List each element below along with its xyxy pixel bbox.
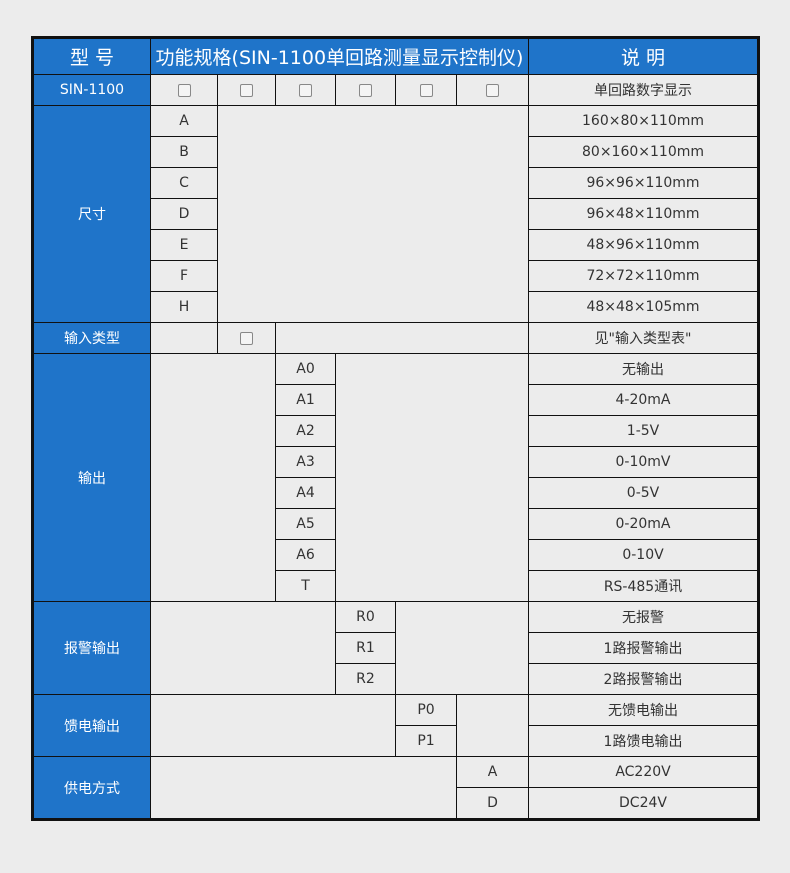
table-row: T RS-485通讯 <box>33 570 760 602</box>
alarm-label: 报警输出 <box>32 601 151 695</box>
table-row: A4 0-5V <box>33 477 760 509</box>
output-desc: 0-20mA <box>528 508 760 540</box>
output-desc: 1-5V <box>528 415 760 447</box>
size-desc: 160×80×110mm <box>528 105 760 137</box>
checkbox-icon <box>359 83 372 97</box>
alarm-desc: 无报警 <box>528 601 760 633</box>
power-label: 供电方式 <box>32 756 151 820</box>
output-desc: 4-20mA <box>528 384 760 416</box>
feed-code: P0 <box>395 694 457 726</box>
output-code: A3 <box>275 446 336 478</box>
output-code: A0 <box>275 353 336 385</box>
table-row: 供电方式 A AC220V <box>32 756 760 820</box>
input-checkbox-cell <box>217 322 276 354</box>
table-row: B 80×160×110mm <box>33 136 760 168</box>
empty-cell <box>334 353 530 602</box>
checkbox-icon <box>240 83 253 97</box>
empty-cell <box>216 105 530 323</box>
output-code: A2 <box>275 415 336 447</box>
table-row: C 96×96×110mm <box>33 167 760 199</box>
size-label: 尺寸 <box>32 105 151 323</box>
model-label: SIN-1100 <box>32 74 151 106</box>
size-code: A <box>150 105 218 137</box>
empty-cell <box>274 322 530 354</box>
output-desc: 0-5V <box>528 477 760 509</box>
model-desc: 单回路数字显示 <box>528 74 760 106</box>
empty-cell <box>150 756 457 820</box>
input-label: 输入类型 <box>32 322 151 354</box>
table-row: F 72×72×110mm <box>33 260 760 292</box>
checkbox-icon <box>240 331 253 345</box>
table-row: 输出 A0 无输出 <box>32 353 760 602</box>
size-code: H <box>150 291 218 323</box>
checkbox-icon <box>177 83 191 97</box>
size-code: C <box>150 167 218 199</box>
output-code: A1 <box>275 384 336 416</box>
size-desc: 96×48×110mm <box>528 198 760 230</box>
table-row: A5 0-20mA <box>33 508 760 540</box>
size-code: D <box>150 198 218 230</box>
table-row: R1 1路报警输出 <box>33 632 760 664</box>
table-row: 报警输出 R0 无报警 <box>32 601 760 695</box>
alarm-desc: 2路报警输出 <box>528 663 760 695</box>
feed-desc: 无馈电输出 <box>528 694 760 726</box>
power-code: A <box>455 756 530 788</box>
size-code: B <box>150 136 218 168</box>
input-desc: 见"输入类型表" <box>528 322 760 354</box>
spec-table: 型 号功能规格(SIN-1100单回路测量显示控制仪) 说 明 SIN-1100 … <box>31 36 761 821</box>
empty-cell <box>150 322 218 354</box>
power-desc: DC24V <box>528 787 760 820</box>
size-desc: 48×48×105mm <box>528 291 760 323</box>
output-desc: 无输出 <box>528 353 760 385</box>
output-code: A5 <box>275 508 336 540</box>
header-desc: 说 明 <box>528 37 760 75</box>
empty-cell <box>150 601 336 695</box>
output-desc: 0-10V <box>528 539 760 571</box>
feed-label: 馈电输出 <box>32 694 151 757</box>
checkbox-icon <box>299 83 312 97</box>
empty-cell <box>394 601 530 695</box>
header-spec: 功能规格(SIN-1100单回路测量显示控制仪) <box>149 37 530 75</box>
power-desc: AC220V <box>528 756 760 788</box>
checkbox-icon <box>419 83 433 97</box>
alarm-code: R2 <box>335 663 396 695</box>
power-code: D <box>455 787 530 820</box>
table-row: 馈电输出 P0 无馈电输出 <box>32 694 760 757</box>
alarm-code: R1 <box>335 632 396 664</box>
table-row: E 48×96×110mm <box>33 229 760 261</box>
table-row: A2 1-5V <box>33 415 760 447</box>
alarm-code: R0 <box>335 601 396 633</box>
empty-cell <box>455 694 530 757</box>
size-code: F <box>150 260 218 292</box>
size-desc: 96×96×110mm <box>528 167 760 199</box>
output-code: A4 <box>275 477 336 509</box>
size-code: E <box>150 229 218 261</box>
table-row: A6 0-10V <box>33 539 760 571</box>
header-model: 型 号 <box>32 37 151 75</box>
alarm-desc: 1路报警输出 <box>528 632 760 664</box>
empty-cell <box>150 694 396 757</box>
output-desc: 0-10mV <box>528 446 760 478</box>
table-row: 尺寸 A 160×80×110mm <box>32 105 760 323</box>
empty-cell <box>150 353 276 602</box>
checkbox-icon <box>486 83 499 97</box>
size-desc: 80×160×110mm <box>528 136 760 168</box>
feed-code: P1 <box>395 725 457 757</box>
size-desc: 48×96×110mm <box>528 229 760 261</box>
output-label: 输出 <box>32 353 151 602</box>
feed-desc: 1路馈电输出 <box>528 725 760 757</box>
output-code: T <box>275 570 336 602</box>
table-row: A3 0-10mV <box>33 446 760 478</box>
output-code: A6 <box>275 539 336 571</box>
table-row: D DC24V <box>33 787 760 820</box>
output-desc: RS-485通讯 <box>528 570 760 602</box>
table-row: A1 4-20mA <box>33 384 760 416</box>
table-row: 输入类型 见"输入类型表" <box>32 322 760 354</box>
size-desc: 72×72×110mm <box>528 260 760 292</box>
table-row: R2 2路报警输出 <box>33 663 760 695</box>
